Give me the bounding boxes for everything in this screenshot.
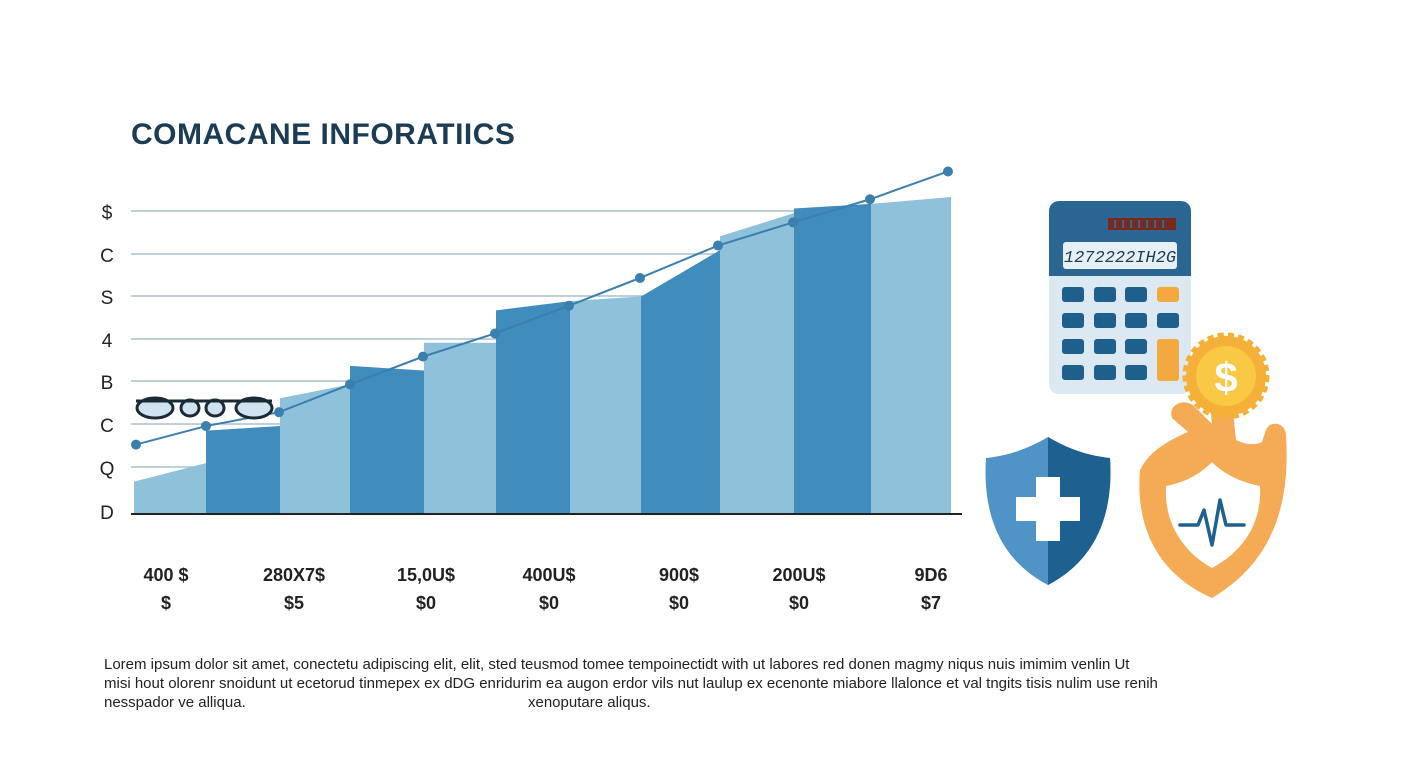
area-bar	[424, 342, 496, 514]
x-tick-label: 400 $	[143, 565, 188, 585]
trend-point	[490, 328, 500, 339]
area-bar	[871, 196, 951, 514]
trend-point	[943, 166, 953, 177]
page-title: COMACANE INFORATIICS	[131, 118, 516, 151]
dollar-coin-icon: $	[1182, 332, 1270, 420]
calculator-icon: 1272222IH2G	[1049, 201, 1191, 394]
x-tick-sublabel: $0	[789, 593, 809, 613]
area-bar	[134, 463, 206, 514]
body-line-3b: xenoputare aliqus.	[528, 694, 651, 711]
svg-text:$: $	[1214, 354, 1237, 401]
x-tick-sublabel: $0	[539, 593, 559, 613]
trend-point	[564, 300, 574, 311]
body-line-2: misi hout olorenr snoidunt ut ecetorud t…	[104, 675, 1158, 692]
trend-point	[345, 379, 355, 390]
x-tick-sublabel: $	[161, 593, 171, 613]
trend-point	[865, 194, 875, 205]
trend-point	[274, 407, 284, 418]
y-tick-label: S	[101, 288, 114, 309]
hand-heartbeat-shield-icon	[1139, 392, 1287, 598]
x-tick-sublabel: $0	[416, 593, 436, 613]
area-bar	[496, 301, 570, 514]
body-line-3a: nesspador ve alliqua.	[104, 694, 246, 711]
trend-point	[788, 217, 798, 228]
trend-point	[713, 240, 723, 251]
body-line-3: nesspador ve alliqua. xenoputare aliqus.	[104, 693, 1304, 712]
area-bar	[794, 203, 871, 514]
y-tick-label: C	[100, 416, 114, 437]
y-tick-label: D	[100, 503, 114, 524]
calculator-display: 1272222IH2G	[1064, 249, 1176, 268]
trend-point	[131, 439, 141, 450]
x-tick-label: 200U$	[772, 565, 825, 585]
x-tick-label: 9D6	[914, 565, 947, 585]
area-bar	[641, 250, 720, 514]
area-bar	[206, 426, 280, 514]
calculator-keys	[1062, 287, 1179, 381]
x-tick-label: 400U$	[522, 565, 575, 585]
area-bar	[570, 296, 641, 514]
x-tick-sublabel: $7	[921, 593, 941, 613]
y-tick-label: Q	[100, 459, 115, 480]
x-tick-sublabel: $0	[669, 593, 689, 613]
body-line-1: Lorem ipsum dolor sit amet, conectetu ad…	[104, 656, 1130, 673]
area-bar	[350, 365, 424, 514]
glasses-icon	[135, 396, 274, 420]
trend-point	[201, 421, 211, 432]
x-tick-label: 900$	[659, 565, 699, 585]
x-tick-sublabel: $5	[284, 593, 304, 613]
area-bar	[280, 384, 350, 514]
x-tick-label: 15,0U$	[397, 565, 455, 585]
y-tick-label: 4	[102, 331, 113, 352]
area-bar	[720, 213, 794, 514]
y-tick-label: B	[101, 373, 114, 394]
y-tick-label: C	[100, 246, 114, 267]
x-tick-label: 280X7$	[263, 565, 325, 585]
medical-shield-icon	[985, 437, 1111, 585]
trend-point	[418, 351, 428, 362]
trend-point	[635, 272, 645, 283]
body-text: Lorem ipsum dolor sit amet, conectetu ad…	[104, 655, 1304, 712]
y-tick-label: $	[102, 203, 113, 224]
